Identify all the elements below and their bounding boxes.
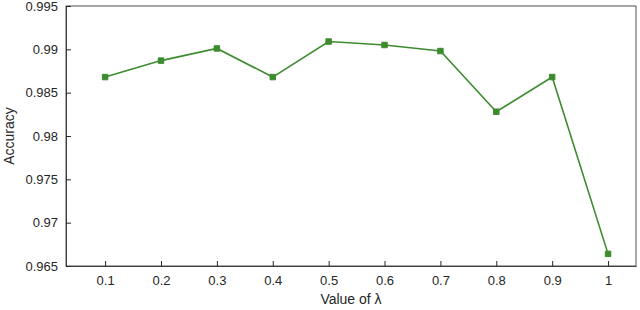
- data-point: [382, 42, 387, 47]
- data-point: [326, 39, 331, 44]
- data-point: [494, 109, 499, 114]
- y-axis-title: Accuracy: [1, 107, 17, 165]
- x-tick: 0.2: [152, 261, 170, 288]
- y-tick: 0.975: [25, 172, 71, 187]
- y-tick-mark: [66, 223, 71, 224]
- y-tick: 0.98: [33, 129, 71, 144]
- x-tick-mark: [496, 261, 497, 266]
- x-tick-mark: [105, 261, 106, 266]
- plot-frame: [66, 6, 636, 266]
- y-tick-mark: [66, 136, 71, 137]
- chart-svg: 0.10.20.30.40.50.60.70.80.910.9650.970.9…: [0, 0, 640, 310]
- y-tick-mark: [66, 266, 71, 267]
- y-tick: 0.985: [25, 85, 71, 100]
- x-tick-label: 0.6: [376, 273, 394, 288]
- y-tick-label: 0.985: [25, 85, 58, 100]
- chart-container: 0.10.20.30.40.50.60.70.80.910.9650.970.9…: [0, 0, 640, 310]
- y-tick-mark: [66, 179, 71, 180]
- y-tick-label: 0.995: [25, 0, 58, 14]
- y-tick-label: 0.965: [25, 259, 58, 274]
- axis-line: [67, 266, 637, 267]
- y-tick-label: 0.98: [33, 129, 58, 144]
- y-tick-label: 0.99: [33, 42, 58, 57]
- data-point: [605, 251, 610, 256]
- y-tick: 0.995: [25, 0, 71, 14]
- y-tick-label: 0.975: [25, 172, 58, 187]
- data-point: [270, 74, 275, 79]
- y-tick: 0.97: [33, 215, 71, 230]
- x-tick: 0.6: [376, 261, 394, 288]
- x-tick: 0.4: [264, 261, 282, 288]
- data-point: [214, 46, 219, 51]
- y-tick-mark: [66, 49, 71, 50]
- x-tick-label: 1: [605, 273, 612, 288]
- x-axis: 0.1 0.2 0.3 0.4 0.5 0.6 0.7 0.8 0.9 1: [67, 261, 637, 288]
- x-tick-label: 0.2: [152, 273, 170, 288]
- data-point: [158, 58, 163, 63]
- x-axis-title: Value of λ: [320, 291, 381, 307]
- x-tick-mark: [329, 261, 330, 266]
- x-tick: 0.8: [488, 261, 506, 288]
- y-tick-mark: [66, 93, 71, 94]
- x-tick-label: 0.5: [320, 273, 338, 288]
- data-line: [105, 42, 608, 254]
- y-tick: 0.965: [25, 259, 71, 274]
- x-tick-label: 0.1: [97, 273, 115, 288]
- x-tick: 0.1: [97, 261, 115, 288]
- y-tick-mark: [66, 6, 71, 7]
- x-tick: 0.5: [320, 261, 338, 288]
- y-tick-label: 0.97: [33, 215, 58, 230]
- x-tick: 0.7: [432, 261, 450, 288]
- data-point: [549, 74, 554, 79]
- data-point: [102, 74, 107, 79]
- x-tick-mark: [552, 261, 553, 266]
- plot-area: 0.10.20.30.40.50.60.70.80.910.9650.970.9…: [25, 0, 636, 288]
- x-tick-label: 0.7: [432, 273, 450, 288]
- x-tick-mark: [608, 261, 609, 266]
- x-tick-mark: [161, 261, 162, 266]
- x-tick: 0.9: [544, 261, 562, 288]
- x-tick-mark: [273, 261, 274, 266]
- x-tick-label: 0.4: [264, 273, 282, 288]
- x-tick-label: 0.9: [544, 273, 562, 288]
- x-tick-mark: [385, 261, 386, 266]
- x-tick: 1: [605, 261, 612, 288]
- x-tick-label: 0.8: [488, 273, 506, 288]
- x-tick-mark: [217, 261, 218, 266]
- y-tick: 0.99: [33, 42, 71, 57]
- data-point: [438, 48, 443, 53]
- x-tick: 0.3: [208, 261, 226, 288]
- x-tick-mark: [440, 261, 441, 266]
- x-tick-label: 0.3: [208, 273, 226, 288]
- y-axis: 0.965 0.97 0.975 0.98 0.985 0.99 0.995: [25, 0, 71, 274]
- series: [102, 39, 610, 257]
